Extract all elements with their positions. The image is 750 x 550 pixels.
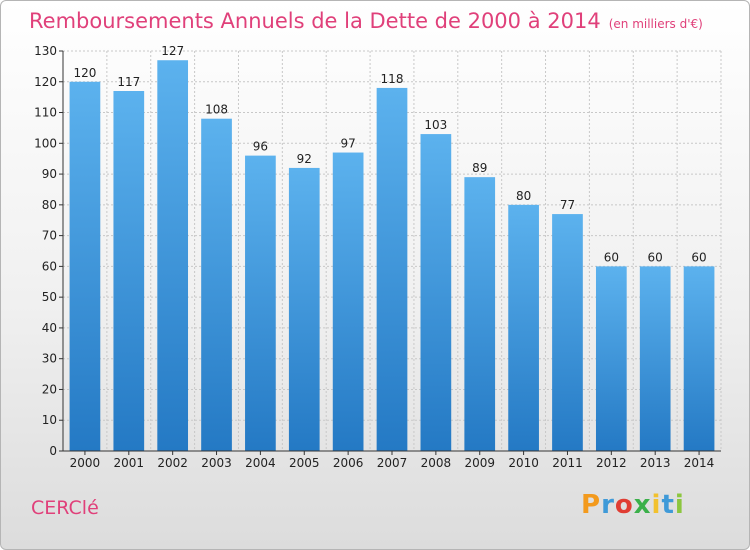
bar-2001 — [113, 91, 145, 451]
logo-letter: o — [614, 490, 634, 520]
y-tick-label: 130 — [34, 44, 57, 58]
y-tick-label: 120 — [34, 75, 57, 89]
data-label-2001: 117 — [117, 75, 140, 89]
data-label-2007: 118 — [381, 72, 404, 86]
y-tick-label: 90 — [42, 167, 57, 181]
data-label-2011: 77 — [560, 198, 575, 212]
x-tick-label-2006: 2006 — [333, 456, 364, 470]
data-label-2006: 97 — [340, 137, 355, 151]
bar-2003 — [201, 118, 232, 451]
bar-2008 — [420, 134, 452, 452]
bar-2002 — [157, 60, 189, 451]
data-label-2008: 103 — [424, 118, 447, 132]
y-tick-label: 0 — [49, 444, 57, 458]
x-tick-label-2011: 2011 — [552, 456, 583, 470]
bar-2010 — [508, 204, 539, 451]
x-tick-label-2013: 2013 — [640, 456, 671, 470]
x-tick-label-2001: 2001 — [114, 456, 145, 470]
y-tick-label: 20 — [42, 382, 57, 396]
x-tick-label-2009: 2009 — [464, 456, 495, 470]
x-tick-label-2008: 2008 — [421, 456, 452, 470]
bar-2004 — [245, 155, 276, 451]
logo-letter: x — [633, 490, 652, 520]
chart-header: Remboursements Annuels de la Dette de 20… — [29, 9, 703, 33]
x-tick-label-2012: 2012 — [596, 456, 627, 470]
x-tick-label-2014: 2014 — [684, 456, 715, 470]
chart-unit: (en milliers d'€) — [608, 17, 703, 31]
logo-letter: P — [581, 490, 602, 520]
logo-letter: i — [674, 490, 685, 520]
data-label-2003: 108 — [205, 103, 228, 117]
y-tick-label: 50 — [42, 290, 57, 304]
x-tick-label-2005: 2005 — [289, 456, 320, 470]
bar-2000 — [69, 81, 101, 452]
x-tick-label-2002: 2002 — [157, 456, 188, 470]
data-label-2013: 60 — [648, 250, 663, 264]
data-label-2005: 92 — [297, 152, 312, 166]
x-tick-label-2000: 2000 — [70, 456, 101, 470]
commune-name: CERClé — [31, 497, 99, 519]
data-label-2014: 60 — [691, 250, 706, 264]
data-label-2010: 80 — [516, 189, 531, 203]
proxiti-logo: Proxiti — [581, 490, 685, 520]
bar-2005 — [288, 167, 320, 451]
y-tick-label: 30 — [42, 352, 57, 366]
data-label-2009: 89 — [472, 161, 487, 175]
logo-letter: r — [601, 490, 615, 520]
bar-layer — [69, 60, 715, 452]
data-label-2000: 120 — [73, 66, 96, 80]
bar-2006 — [332, 152, 364, 452]
y-tick-label: 10 — [42, 413, 57, 427]
bar-2013 — [639, 266, 671, 451]
bar-2012 — [595, 266, 627, 451]
y-tick-label: 60 — [42, 259, 57, 273]
y-tick-label: 70 — [42, 229, 57, 243]
y-tick-label: 100 — [34, 136, 57, 150]
x-tick-label-2010: 2010 — [508, 456, 539, 470]
axis-layer: 0 10 20 30 40 50 60 70 80 90 100 110 120 130 2000 2001 2… — [34, 44, 721, 470]
logo-letter: i — [651, 490, 662, 520]
data-label-2004: 96 — [253, 140, 268, 154]
bar-2007 — [376, 87, 408, 451]
x-tick-label-2007: 2007 — [377, 456, 408, 470]
bar-2009 — [464, 177, 496, 451]
data-label-2002: 127 — [161, 44, 184, 58]
bar-2011 — [552, 214, 583, 451]
data-label-2012: 60 — [604, 250, 619, 264]
y-tick-label: 110 — [34, 106, 57, 120]
label-layer: 120 117 127 108 96 92 97 118 103 89 80 77 60 60 60 — [73, 44, 706, 264]
chart-title: Remboursements Annuels de la Dette de 20… — [29, 9, 601, 33]
y-tick-label: 40 — [42, 321, 57, 335]
bar-2014 — [683, 266, 715, 451]
logo-letter: t — [661, 490, 675, 520]
y-tick-label: 80 — [42, 198, 57, 212]
x-tick-label-2004: 2004 — [245, 456, 276, 470]
x-tick-label-2003: 2003 — [201, 456, 232, 470]
